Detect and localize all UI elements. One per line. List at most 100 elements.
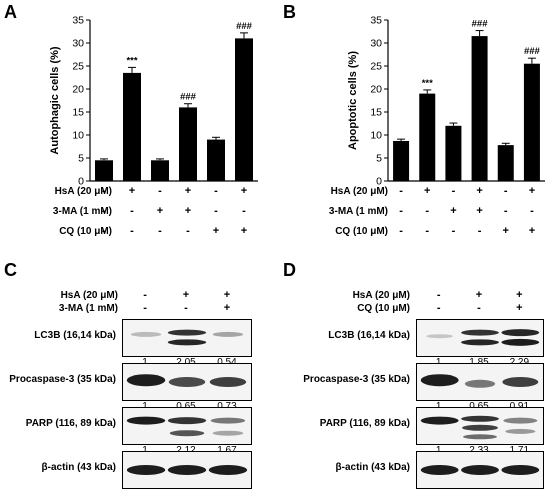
blot-c-band (130, 331, 162, 337)
blot-c-band-quantification: 1 (130, 357, 160, 368)
chart-b-bar (523, 63, 540, 182)
chart-b-bar (393, 140, 410, 181)
chart-b-treatment-sign: - (399, 225, 403, 237)
chart-a-treatment-sign: - (130, 225, 134, 237)
chart-b-treatment-sign: - (503, 185, 508, 197)
chart-b-treatment-sign: + (528, 225, 536, 237)
chart-b-y-tick-label: 0 (376, 176, 382, 188)
blot-c-blot-bands (126, 374, 247, 387)
blot-d-band-quantification: 1.85 (464, 357, 494, 368)
blot-d-blot-label: Procaspase-3 (35 kDa) (303, 374, 410, 385)
blot-c-treatment-sign: + (182, 289, 190, 301)
chart-b-y-tick-label: 5 (376, 153, 382, 165)
blot-c-band-quantification: 2.05 (171, 357, 201, 368)
chart-a-bar (235, 38, 253, 182)
chart-a-treatment-sign: - (186, 225, 190, 237)
blot-c-band-quantification: 0.73 (212, 401, 242, 412)
blot-c-band-quantification: 1 (130, 445, 160, 456)
chart-b-treatment-sign: - (425, 205, 430, 217)
blot-c-treatment-sign: - (143, 289, 147, 301)
chart-a-significance-label: ### (236, 21, 253, 32)
blot-d-treatment-sign: + (475, 289, 483, 301)
blot-c-treatment-sign: - (184, 302, 188, 314)
chart-a-treatment-sign: - (158, 185, 162, 197)
blot-d-band (501, 465, 540, 475)
blot-c-blot-bands (126, 416, 246, 437)
blot-d-band (461, 465, 499, 475)
chart-a-treatment-sign: + (240, 225, 248, 237)
blot-d-band-quantification: 0.65 (464, 401, 494, 412)
blot-d-band (462, 424, 498, 431)
chart-a-y-tick-label: 10 (72, 130, 84, 142)
chart-b-y-tick-label: 25 (370, 61, 382, 73)
chart-a-treatment-sign: + (184, 185, 192, 197)
chart-b-bar (471, 36, 488, 181)
blot-d-band (461, 339, 499, 346)
blot-d-band-quantification: 1 (424, 445, 454, 456)
blot-d-blot-label: PARP (116, 89 kDa) (319, 418, 410, 429)
chart-a-y-tick-label: 5 (78, 153, 84, 165)
chart-b-treatment-sign: - (399, 185, 403, 197)
chart-a-y-tick-label: 25 (72, 61, 84, 73)
chart-b-significance-label: ### (472, 19, 489, 30)
blot-c-band (167, 339, 207, 346)
chart-b-bar (497, 145, 514, 181)
blot-c-band (169, 430, 205, 437)
chart-b-treatment-sign: + (424, 185, 431, 197)
blot-d-band-quantification: 2.29 (504, 357, 534, 368)
blot-c-band (209, 377, 247, 387)
blot-d-band-quantification: 1 (424, 357, 454, 368)
blot-d-band (462, 434, 498, 440)
chart-a-bar (151, 160, 169, 181)
blot-c-band (212, 331, 244, 337)
blot-d-treatment-sign: - (436, 302, 441, 314)
blot-d-band (420, 374, 459, 387)
chart-a-treatment-sign: - (102, 205, 106, 217)
blot-d-band (501, 338, 540, 346)
chart-b-treatment-sign: + (502, 225, 509, 237)
blot-c-blot-bands (126, 465, 248, 475)
chart-a-treatment-sign: - (130, 205, 134, 217)
blot-c-treatment-label: 3-MA (1 mM) (58, 303, 118, 314)
blot-c-band-quantification: 0.54 (212, 357, 242, 368)
blot-d-band-quantification: 1 (424, 401, 454, 412)
chart-a-treatment-sign: - (102, 225, 106, 237)
blot-d-blot-image (416, 407, 544, 445)
blot-d-blot-image (416, 363, 544, 401)
chart-a-y-tick-label: 35 (72, 15, 84, 27)
blot-c-band-quantification: 1 (130, 401, 160, 412)
blot-c-band (168, 377, 206, 387)
blot-c-blot-image (122, 407, 252, 445)
blot-d-blot-image (416, 451, 544, 489)
blot-c-blot-label: Procaspase-3 (35 kDa) (9, 374, 116, 385)
chart-b-y-label: Apoptotic cells (%) (347, 51, 359, 150)
blot-d-band-quantification: 1.71 (504, 445, 534, 456)
blot-c-band (167, 329, 207, 336)
blot-c-band (126, 374, 166, 387)
blot-d-band (426, 334, 453, 339)
chart-b-bar (445, 125, 462, 181)
chart-b-bar (419, 93, 436, 181)
chart-a-significance-label: *** (126, 55, 137, 66)
blot-d-blot-bands (420, 465, 540, 475)
blot-c-treatment-label: HsA (20 μM) (60, 290, 118, 301)
blot-d-band (461, 329, 499, 336)
blot-d-blot-label: β-actin (43 kDa) (335, 462, 410, 473)
blot-c-band (167, 465, 207, 475)
chart-a-y-tick-label: 20 (72, 84, 84, 96)
blot-c-blot-image (122, 363, 252, 401)
panel-b-letter: B (283, 2, 296, 22)
blot-d-band-quantification: 0.91 (504, 401, 534, 412)
panel-d-letter: D (283, 260, 296, 280)
blot-d-band (461, 415, 499, 422)
blot-d-band (464, 379, 496, 388)
chart-a-y-label: Autophagic cells (%) (49, 46, 61, 155)
panel-a-letter: A (4, 2, 17, 22)
blot-c-blot-label: LC3B (16,14 kDa) (34, 330, 116, 341)
chart-b-treatment-sign: + (450, 205, 457, 217)
chart-b-y-tick-label: 10 (370, 130, 382, 142)
blot-c-band-quantification: 2.12 (171, 445, 201, 456)
chart-a-treatment-label: 3-MA (1 mM) (52, 206, 112, 217)
chart-a-treatment-sign: + (184, 205, 192, 217)
blot-d-blot-bands (420, 374, 539, 388)
